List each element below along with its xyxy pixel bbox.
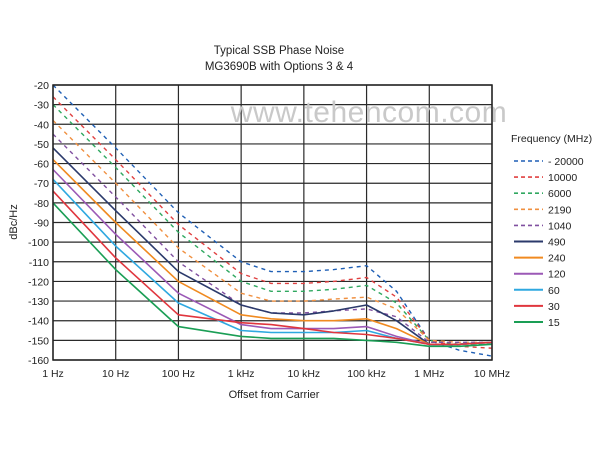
- x-tick-label: 100 Hz: [162, 368, 195, 380]
- legend-label-1040: 1040: [548, 220, 572, 232]
- series-line-2190: [52, 119, 492, 343]
- legend-label-120: 120: [548, 269, 566, 281]
- y-tick-label: -30: [34, 100, 49, 112]
- y-tick-label: -100: [28, 237, 49, 249]
- series-line-15: [52, 202, 493, 348]
- x-axis-label: Offset from Carrier: [229, 389, 320, 401]
- x-tick-label: 10 Hz: [102, 368, 129, 380]
- series-line-490: [52, 147, 493, 346]
- legend-label-6000: 6000: [548, 188, 572, 200]
- x-tick-label: 1 kHz: [228, 368, 255, 380]
- y-tick-label: -90: [34, 218, 49, 230]
- x-tick-label: 10 kHz: [288, 368, 321, 380]
- legend-label-30: 30: [548, 301, 560, 313]
- series-line-1040: [52, 133, 492, 343]
- series-line-30: [52, 190, 493, 346]
- legend: - 20000 10000 6000 2190 1040 490 240 120 60 30 15: [514, 156, 584, 329]
- legend-label-2190: 2190: [548, 204, 572, 216]
- y-tick-label: -20: [34, 80, 49, 92]
- y-tick-label: -50: [34, 139, 49, 151]
- x-tick-label: 100 kHz: [347, 368, 386, 380]
- x-tick-labels: 1 Hz 10 Hz 100 Hz 1 kHz 10 kHz 100 kHz 1 MHz 10…: [42, 368, 510, 380]
- y-tick-label: -140: [28, 316, 49, 328]
- series-line-240: [52, 159, 493, 346]
- y-tick-label: -70: [34, 178, 49, 190]
- x-tick-label: 1 Hz: [42, 368, 64, 380]
- y-tick-label: -160: [28, 355, 49, 367]
- y-tick-label: -80: [34, 198, 49, 210]
- legend-title: Frequency (MHz): [511, 133, 592, 145]
- chart-subtitle: MG3690B with Options 3 & 4: [205, 61, 354, 73]
- x-tick-label: 10 MHz: [474, 368, 510, 380]
- watermark: www.tehencom.com: [230, 96, 507, 129]
- y-tick-labels: -20 -30 -40 -50 -60 -70 -80 -90 -100 -110 -120 -130…: [28, 80, 49, 367]
- chart-title: Typical SSB Phase Noise: [214, 45, 344, 57]
- y-tick-label: -120: [28, 276, 49, 288]
- series-lines: [52, 84, 493, 357]
- legend-label-240: 240: [548, 253, 566, 265]
- legend-label-20000: - 20000: [548, 156, 584, 168]
- x-tick-label: 1 MHz: [414, 368, 444, 380]
- y-tick-label: -150: [28, 335, 49, 347]
- y-tick-label: -110: [29, 257, 49, 269]
- y-tick-label: -40: [34, 119, 49, 131]
- y-axis-label: dBc/Hz: [8, 204, 20, 239]
- plot-frame: [52, 84, 493, 361]
- legend-label-60: 60: [548, 285, 560, 297]
- legend-label-10000: 10000: [548, 172, 577, 184]
- y-tick-label: -130: [28, 296, 49, 308]
- y-tick-label: -60: [34, 159, 49, 171]
- legend-label-490: 490: [548, 237, 566, 249]
- legend-label-15: 15: [548, 317, 560, 329]
